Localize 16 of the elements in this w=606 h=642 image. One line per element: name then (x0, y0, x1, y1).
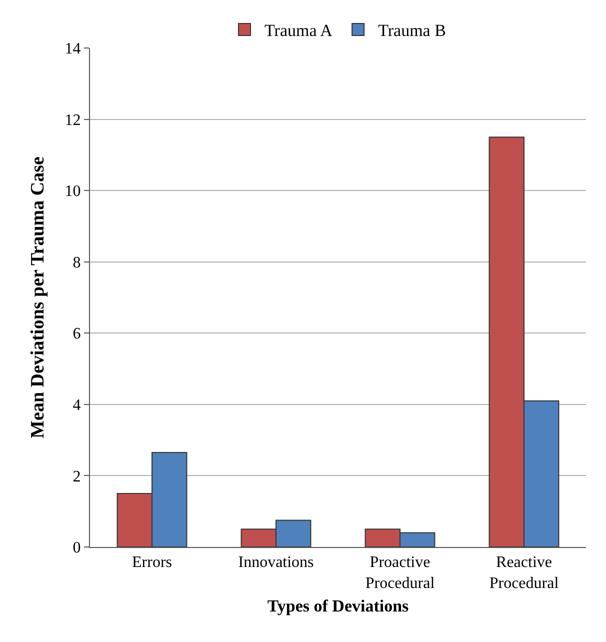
y-tick-label: 2 (72, 468, 81, 486)
y-tick-label: 4 (72, 397, 81, 414)
y-tick-label: 0 (72, 540, 81, 557)
x-axis-title: Types of Deviations (267, 596, 410, 616)
x-tick-label: Errors (132, 554, 172, 572)
legend-label: Trauma A (264, 21, 334, 40)
x-tick-label: Innovations (238, 554, 314, 572)
x-tick-label: Reactive Procedural (489, 554, 560, 592)
y-tick-label: 6 (72, 326, 81, 343)
y-axis-title: Mean Deviations per Trauma Case (28, 156, 49, 438)
x-tick-label: Proactive Procedural (365, 554, 436, 592)
y-tick-label: 8 (72, 254, 81, 272)
legend-label: Trauma B (378, 21, 446, 40)
y-tick-label: 14 (64, 40, 81, 58)
y-tick-label: 12 (64, 112, 81, 129)
y-tick-label: 10 (64, 183, 81, 200)
